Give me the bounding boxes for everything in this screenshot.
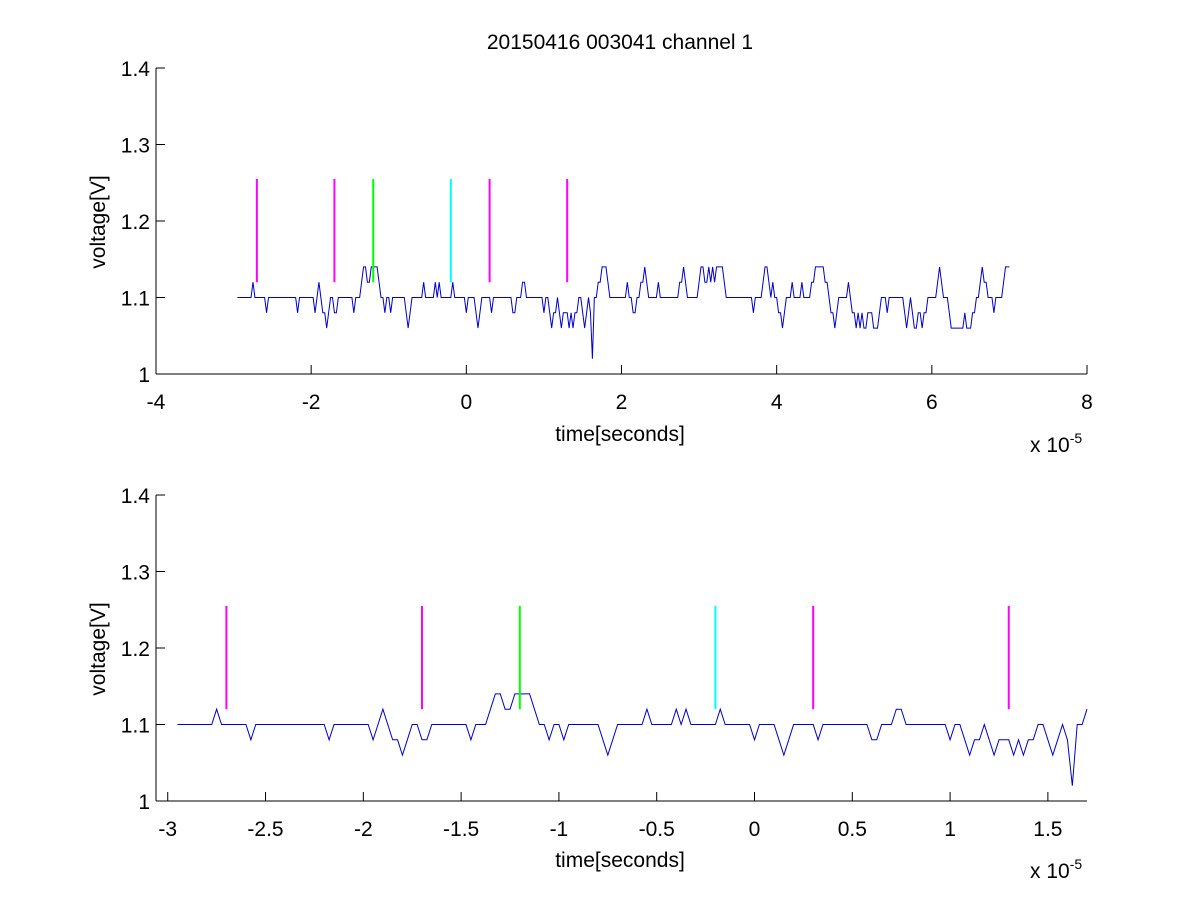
x-tick-label: -1.5	[443, 818, 479, 841]
bottom-axes: -3 -2.5 -2 -1.5 -1 -0.5 0 0.5 1 1.5 1 1.1 1.2 1.3 1.4	[121, 485, 1087, 841]
x-tick-label: -3	[158, 818, 177, 841]
signal-line	[177, 693, 1088, 786]
bottom-x-axis-label: time[seconds]	[555, 849, 685, 872]
x-tick-label: 1.5	[1033, 818, 1062, 841]
figure-title: 20150416 003041 channel 1	[487, 31, 753, 54]
signal-line	[237, 266, 1010, 359]
x-tick-label: 6	[926, 391, 938, 414]
y-tick-label: 1.3	[121, 562, 150, 585]
y-tick-label: 1.1	[121, 288, 150, 311]
top-y-axis-label: voltage[V]	[87, 175, 110, 268]
x-tick-label: -2	[302, 391, 321, 414]
x-tick-label: -0.5	[639, 818, 675, 841]
top-event-markers	[255, 178, 569, 283]
x-tick-label: -2.5	[247, 818, 283, 841]
x-tick-label: 2	[616, 391, 628, 414]
top-subplot: -4 -2 0 2 4 6 8 1 1.1 1.2 1.3 1.4 time[seconds] vol…	[87, 58, 1093, 457]
y-tick-label: 1.1	[121, 715, 150, 738]
top-axes: -4 -2 0 2 4 6 8 1 1.1 1.2 1.3 1.4	[121, 58, 1093, 414]
top-x-exponent: x 10-5	[1030, 430, 1082, 457]
x-tick-label: 1	[944, 818, 956, 841]
y-tick-label: 1	[138, 364, 150, 387]
top-x-axis-label: time[seconds]	[555, 423, 685, 446]
y-tick-label: 1.2	[121, 211, 150, 234]
x-tick-label: 0	[460, 391, 472, 414]
x-tick-label: 0.5	[838, 818, 867, 841]
top-signal-trace	[237, 266, 1010, 359]
x-tick-label: 8	[1081, 391, 1093, 414]
x-tick-label: 0	[749, 818, 761, 841]
x-tick-label: -2	[354, 818, 373, 841]
x-tick-label: -4	[147, 391, 166, 414]
bottom-y-axis-label: voltage[V]	[87, 602, 110, 695]
y-tick-label: 1.4	[121, 485, 151, 508]
bottom-subplot: -3 -2.5 -2 -1.5 -1 -0.5 0 0.5 1 1.511.11.21.31.4 …	[87, 485, 1088, 883]
y-tick-label: 1.4	[121, 58, 151, 81]
bottom-signal-trace	[177, 693, 1088, 786]
bottom-x-exponent: x 10-5	[1030, 856, 1082, 883]
y-tick-label: 1.3	[121, 135, 150, 158]
x-tick-label: -1	[550, 818, 569, 841]
x-tick-label: 4	[771, 391, 783, 414]
y-tick-label: 1.2	[121, 638, 150, 661]
bottom-event-markers	[225, 605, 1010, 710]
y-tick-label: 1	[138, 791, 150, 814]
